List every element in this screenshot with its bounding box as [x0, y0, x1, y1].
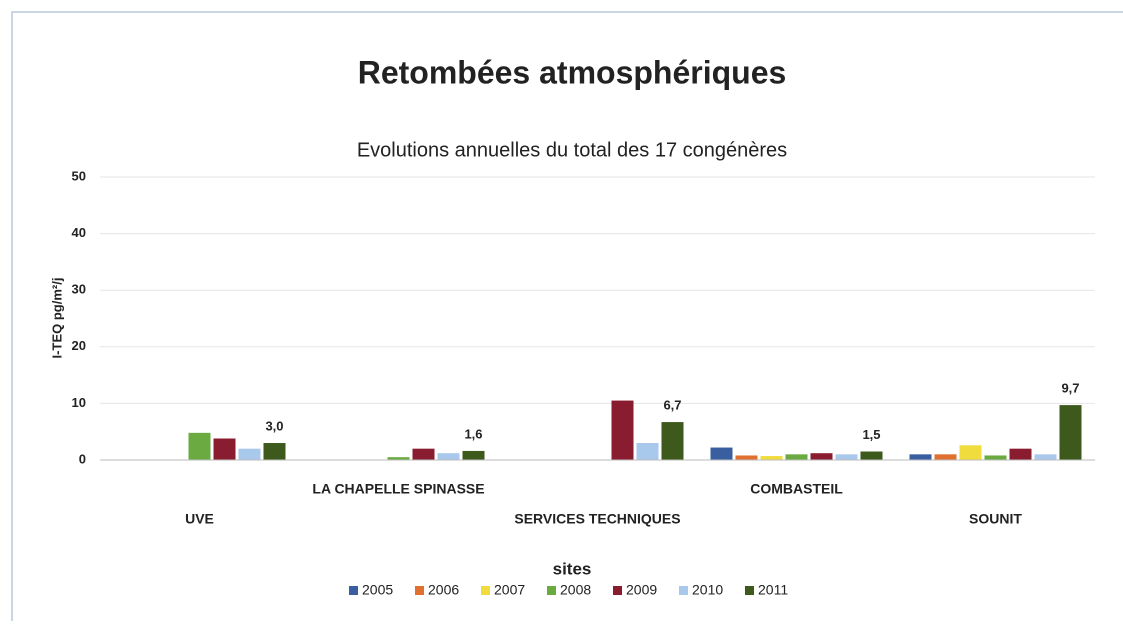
- legend-swatch: [613, 586, 622, 595]
- data-label: 1,5: [862, 427, 880, 442]
- bar: [760, 456, 783, 460]
- y-tick-label: 10: [72, 395, 86, 410]
- x-axis-label: sites: [553, 559, 592, 578]
- legend-swatch: [349, 586, 358, 595]
- x-tick-label: SERVICES TECHNIQUES: [514, 511, 680, 527]
- bar: [437, 453, 460, 460]
- legend-label: 2011: [758, 582, 788, 598]
- bar: [959, 445, 982, 460]
- data-label: 3,0: [265, 418, 283, 433]
- y-tick-label: 30: [72, 282, 86, 297]
- bar: [735, 455, 758, 460]
- bar: [934, 454, 957, 460]
- bar: [213, 438, 236, 460]
- bar: [661, 422, 684, 460]
- bar: [860, 451, 883, 460]
- legend-label: 2009: [626, 582, 657, 598]
- bar: [238, 448, 261, 460]
- bar: [188, 432, 211, 460]
- bar: [263, 443, 286, 460]
- y-tick-label: 20: [72, 338, 86, 353]
- legend-swatch: [415, 586, 424, 595]
- frame: [11, 11, 1123, 626]
- y-tick-label: 50: [72, 168, 86, 183]
- bar: [611, 400, 634, 460]
- bar: [984, 455, 1007, 460]
- y-tick-label: 0: [79, 451, 86, 466]
- bar: [462, 450, 485, 460]
- bar: [1009, 448, 1032, 460]
- bar: [909, 454, 932, 460]
- chart-subtitle: Evolutions annuelles du total des 17 con…: [357, 139, 787, 161]
- bar: [810, 453, 833, 460]
- chart-title: Retombées atmosphériques: [358, 54, 787, 90]
- legend-swatch: [679, 586, 688, 595]
- bar: [636, 443, 659, 460]
- bar: [387, 457, 410, 460]
- legend-label: 2005: [362, 582, 393, 598]
- legend-swatch: [547, 586, 556, 595]
- data-label: 1,6: [464, 426, 482, 441]
- x-tick-label: COMBASTEIL: [750, 481, 843, 497]
- legend-swatch: [745, 586, 754, 595]
- bar: [1034, 454, 1057, 460]
- bar: [1059, 405, 1082, 460]
- bar: [785, 454, 808, 460]
- bar: [835, 454, 858, 460]
- y-axis-label: I-TEQ pg/m²/j: [49, 278, 64, 359]
- legend-label: 2010: [692, 582, 723, 598]
- data-label: 9,7: [1061, 381, 1079, 396]
- x-tick-label: UVE: [185, 511, 214, 527]
- y-tick-label: 40: [72, 225, 86, 240]
- bar: [710, 447, 733, 460]
- legend-label: 2008: [560, 582, 591, 598]
- legend-label: 2007: [494, 582, 525, 598]
- x-tick-label: LA CHAPELLE SPINASSE: [312, 481, 484, 497]
- x-tick-label: SOUNIT: [969, 511, 1022, 527]
- bar: [412, 448, 435, 460]
- legend-swatch: [481, 586, 490, 595]
- legend-label: 2006: [428, 582, 459, 598]
- data-label: 6,7: [663, 398, 681, 413]
